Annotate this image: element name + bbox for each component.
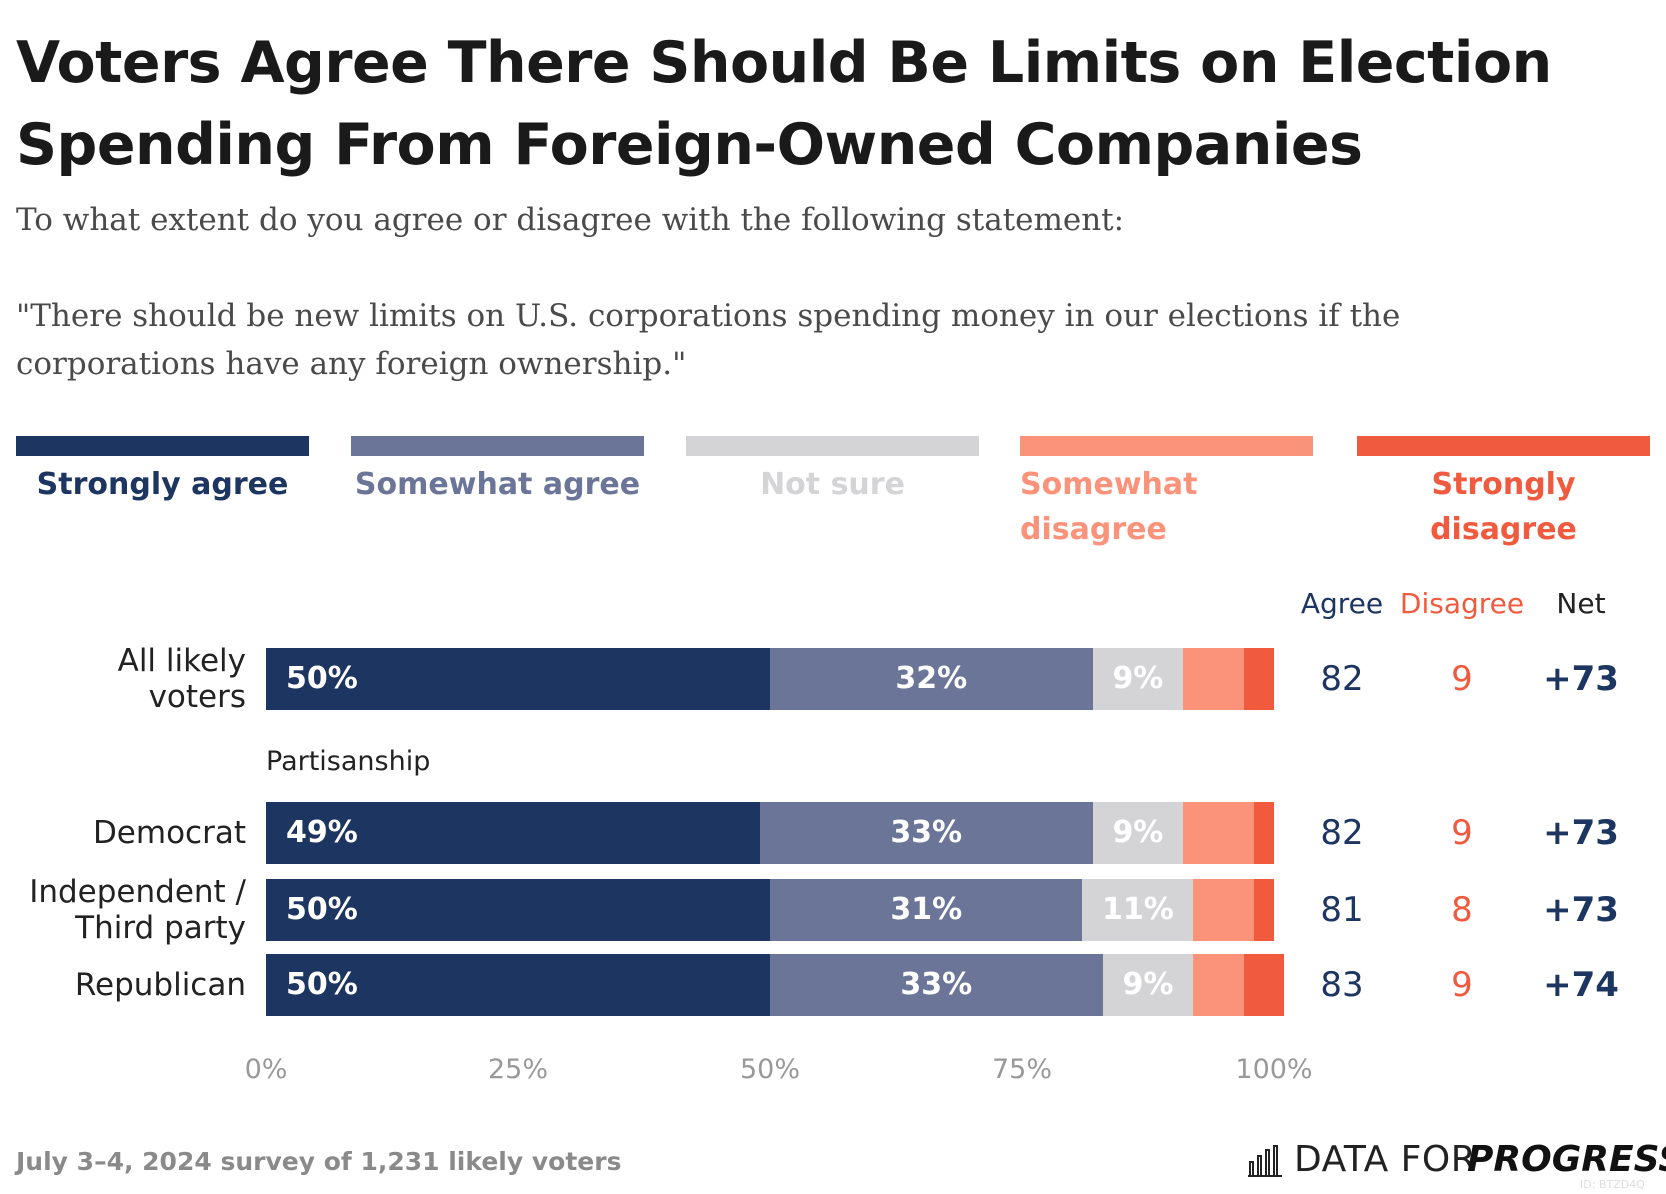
brand-name-bold: PROGRESS [1467, 1139, 1666, 1180]
data-label: 50% [286, 967, 358, 1002]
column-value: 83 [1320, 965, 1364, 1005]
bar-segment [1082, 879, 1194, 941]
source-note: July 3–4, 2024 survey of 1,231 likely vo… [16, 1147, 622, 1176]
bar-segment [1193, 954, 1244, 1016]
bar-segment [1243, 954, 1285, 1016]
column-value: 8 [1451, 890, 1473, 930]
bar-segment [1092, 648, 1184, 710]
x-tick-label: 25% [487, 1054, 548, 1085]
bar-segment [1253, 879, 1274, 941]
data-label: 9% [1122, 967, 1174, 1002]
column-value: +73 [1543, 659, 1619, 699]
data-label: 31% [890, 892, 963, 927]
column-value: 82 [1320, 813, 1364, 853]
subtitle: To what extent do you agree or disagree … [16, 202, 1125, 238]
legend-label: Somewhat disagree [1020, 467, 1198, 547]
bar-segment [266, 879, 770, 941]
data-label: 50% [286, 661, 358, 696]
bar-segment [770, 648, 1093, 710]
bar-segment [266, 954, 770, 1016]
statement: "There should be new limits on U.S. corp… [16, 298, 1401, 382]
bar-segment [770, 954, 1103, 1016]
brand-logo-icon [1248, 1145, 1282, 1177]
bar-segment [1102, 954, 1194, 1016]
data-label: 50% [286, 892, 358, 927]
legend-swatch [686, 436, 979, 456]
legend-label: Strongly agree [36, 467, 289, 502]
column-value: 81 [1320, 890, 1364, 930]
data-label: 9% [1112, 661, 1164, 696]
legend-swatch [16, 436, 309, 456]
logo-bar [1265, 1149, 1270, 1175]
column-value: 9 [1451, 813, 1473, 853]
bar-segment [1183, 648, 1244, 710]
chart-title: Voters Agree There Should Be Limits on E… [16, 30, 1552, 178]
legend-label: Not sure [760, 467, 905, 502]
id-tag: ID: BTZD4Q [1580, 1178, 1645, 1191]
brand-name: DATA FOR [1294, 1139, 1477, 1180]
x-tick-label: 75% [991, 1054, 1052, 1085]
legend-label: Strongly disagree [1430, 467, 1577, 547]
column-header: Disagree [1399, 587, 1525, 620]
bar-segment [1092, 802, 1184, 864]
column-value: +73 [1543, 890, 1619, 930]
data-label: 9% [1112, 815, 1164, 850]
bar-segment [1253, 802, 1274, 864]
legend-swatch [351, 436, 644, 456]
legend-label: Somewhat agree [354, 467, 641, 502]
category-label: Republican [74, 967, 246, 1003]
bar-segment [1243, 648, 1274, 710]
logo-bar [1257, 1155, 1262, 1175]
data-label: 49% [286, 815, 358, 850]
data-label: 11% [1102, 892, 1174, 927]
data-label: 33% [900, 967, 973, 1002]
column-header: Agree [1300, 587, 1384, 620]
legend-swatch [1020, 436, 1313, 456]
column-value: 9 [1451, 659, 1473, 699]
data-label: 33% [890, 815, 963, 850]
logo-bar [1273, 1145, 1278, 1175]
group-label: Partisanship [266, 746, 431, 777]
category-label: All likely voters [117, 643, 246, 715]
bar-segment [1183, 802, 1254, 864]
column-value: +74 [1543, 965, 1619, 1005]
bar-segment [266, 648, 770, 710]
x-tick-label: 50% [739, 1054, 800, 1085]
column-value: 9 [1451, 965, 1473, 1005]
column-header: Net [1556, 587, 1606, 620]
x-tick-label: 0% [244, 1054, 288, 1085]
column-value: 82 [1320, 659, 1364, 699]
column-value: +73 [1543, 813, 1619, 853]
category-label: Democrat [92, 815, 246, 851]
category-label: Independent / Third party [29, 874, 246, 946]
x-tick-label: 100% [1235, 1054, 1313, 1085]
bar-segment [759, 802, 1093, 864]
bar-segment [1193, 879, 1254, 941]
logo-bar [1249, 1161, 1254, 1175]
bar-segment [266, 802, 760, 864]
bar-segment [770, 879, 1083, 941]
legend-swatch [1357, 436, 1650, 456]
data-label: 32% [895, 661, 968, 696]
